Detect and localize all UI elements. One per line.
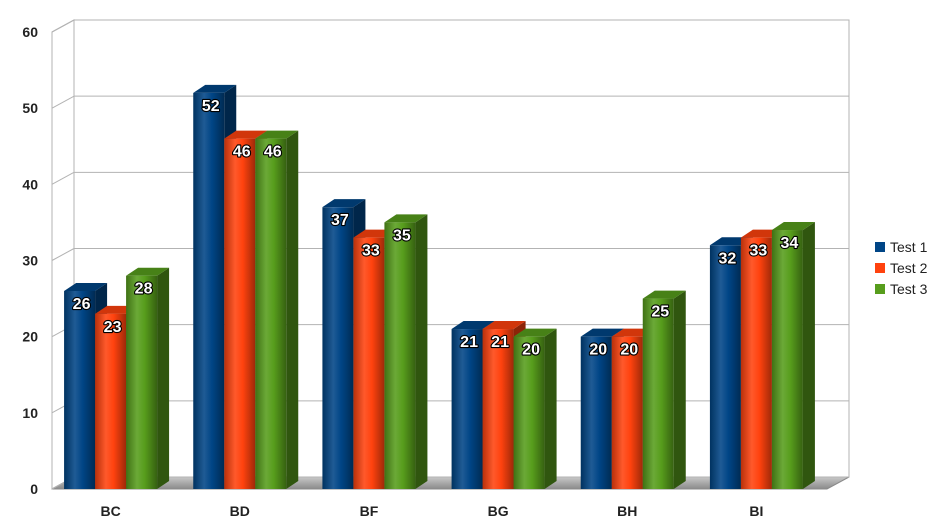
x-tick-label: BI: [749, 503, 763, 519]
data-label: 34: [781, 235, 799, 252]
bar: [224, 138, 256, 489]
data-label: 21: [460, 334, 478, 351]
bar: [451, 329, 483, 489]
bar-side: [673, 290, 686, 489]
data-label: 20: [589, 342, 607, 359]
gridline-side: [51, 248, 75, 261]
bar: [126, 275, 158, 489]
data-label: 37: [331, 212, 349, 229]
bar: [322, 207, 354, 489]
bar: [642, 298, 674, 489]
bar: [513, 336, 545, 489]
bar-top: [513, 328, 557, 337]
data-label: 20: [522, 342, 540, 359]
legend-swatch-test-1: [875, 241, 885, 252]
bar-top: [642, 290, 686, 299]
x-tick-label: BG: [488, 503, 509, 519]
y-tick-label: 0: [30, 481, 38, 497]
bar-top: [322, 199, 366, 208]
bar: [353, 237, 385, 489]
legend-label-test-3: Test 3: [890, 280, 928, 297]
bar: [482, 329, 514, 489]
data-label: 33: [362, 243, 380, 260]
data-label: 46: [233, 144, 251, 161]
bar-top: [384, 214, 428, 223]
y-tick-label: 40: [22, 176, 38, 192]
legend-label-test-2: Test 2: [890, 259, 928, 276]
legend-swatch-test-3: [875, 283, 885, 294]
bar-top: [126, 267, 170, 276]
data-label: 20: [620, 342, 638, 359]
bar-top: [482, 321, 526, 330]
data-label: 35: [393, 227, 411, 244]
bar-top: [451, 321, 495, 330]
data-label: 26: [73, 296, 91, 313]
bar: [193, 92, 225, 489]
bar-side: [544, 328, 557, 489]
x-tick-label: BF: [360, 503, 379, 519]
bar-side: [286, 130, 299, 489]
bar: [255, 138, 287, 489]
bar-top: [255, 130, 299, 139]
legend-item-test-2: Test 2: [875, 257, 927, 278]
bar: [771, 230, 803, 490]
bar: [384, 222, 416, 489]
bar: [580, 336, 612, 489]
data-label: 33: [750, 243, 768, 260]
y-tick-label: 20: [22, 329, 38, 345]
legend-swatch-test-2: [875, 262, 885, 273]
bar-side: [415, 214, 428, 489]
gridline-side: [51, 171, 75, 185]
bar: [740, 237, 772, 489]
data-label: 25: [651, 304, 669, 321]
legend-item-test-3: Test 3: [875, 278, 927, 299]
bar-top: [64, 282, 108, 291]
bar: [709, 245, 741, 489]
bar: [64, 290, 96, 489]
y-tick-label: 10: [22, 405, 38, 421]
x-tick-label: BH: [617, 503, 637, 519]
x-tick-label: BC: [100, 503, 120, 519]
bar-top: [193, 84, 237, 93]
data-label: 52: [202, 98, 220, 115]
legend-label-test-1: Test 1: [890, 238, 928, 255]
bar-top: [771, 222, 815, 231]
legend-item-test-1: Test 1: [875, 236, 927, 257]
gridline-side: [51, 19, 75, 33]
data-label: 46: [264, 144, 282, 161]
data-label: 32: [719, 250, 737, 267]
gridline-side: [51, 95, 75, 109]
x-tick-label: BD: [230, 503, 250, 519]
legend: Test 1 Test 2 Test 3: [875, 236, 927, 299]
bar-top: [224, 130, 268, 139]
bar-side: [157, 267, 170, 489]
bar: [95, 313, 127, 489]
y-tick-label: 30: [22, 253, 38, 269]
data-label: 21: [491, 334, 509, 351]
y-tick-label: 50: [22, 100, 38, 116]
bar: [611, 336, 643, 489]
bar-side: [802, 222, 815, 490]
bar-top: [580, 328, 624, 337]
y-tick-label: 60: [22, 24, 38, 40]
data-label: 28: [135, 281, 153, 298]
data-label: 23: [104, 319, 122, 336]
